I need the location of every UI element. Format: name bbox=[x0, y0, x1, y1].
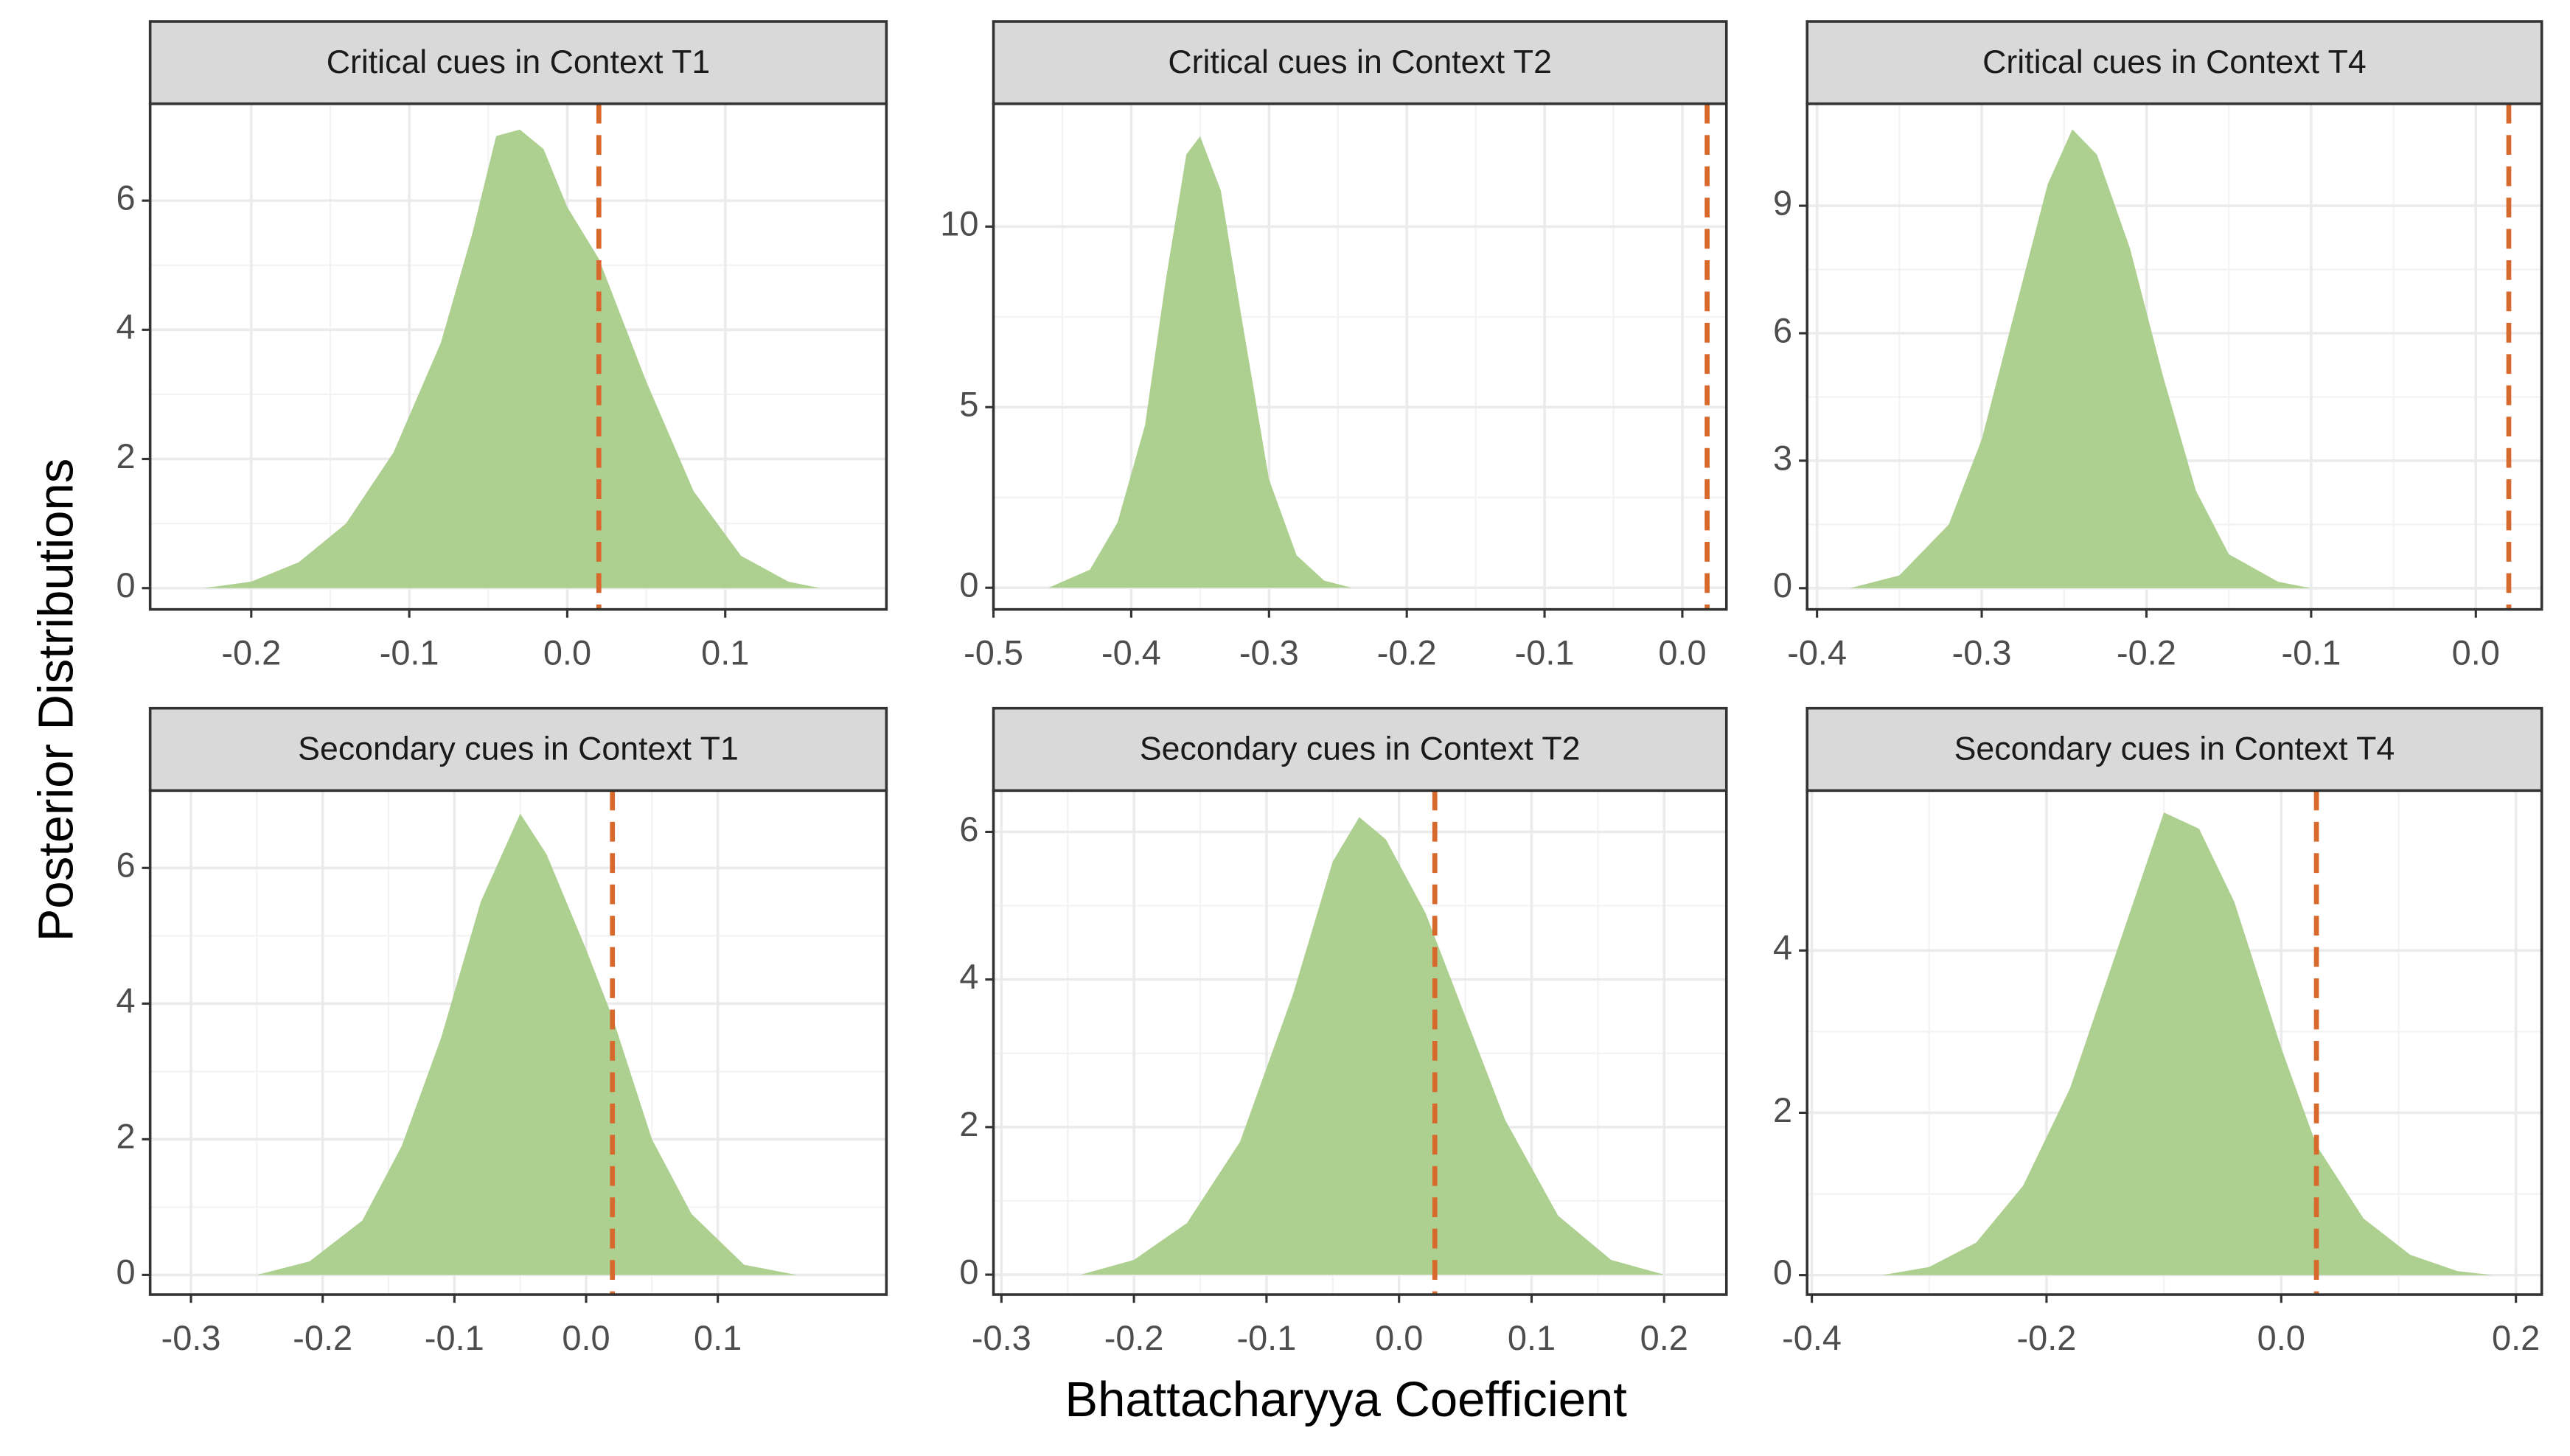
y-tick-label: 4 bbox=[116, 982, 135, 1020]
y-tick-label: 6 bbox=[116, 179, 135, 217]
y-tick-label: 2 bbox=[116, 1118, 135, 1156]
x-tick-label: -0.5 bbox=[964, 634, 1023, 672]
strip-title: Secondary cues in Context T4 bbox=[1954, 731, 2395, 767]
x-tick-label: -0.2 bbox=[1377, 634, 1437, 672]
density-area bbox=[257, 813, 797, 1275]
x-tick-label: -0.3 bbox=[161, 1319, 221, 1357]
x-tick-label: -0.3 bbox=[1952, 634, 2012, 672]
panel-border bbox=[148, 102, 888, 611]
y-tick-label: 0 bbox=[959, 1253, 978, 1291]
strip bbox=[148, 20, 888, 105]
density-area bbox=[203, 129, 821, 588]
y-tick-label: 3 bbox=[1773, 439, 1792, 477]
y-tick-label: 0 bbox=[959, 566, 978, 605]
y-tick-label: 0 bbox=[1773, 566, 1792, 605]
x-tick-label: -0.1 bbox=[425, 1319, 484, 1357]
x-tick-label: 0.2 bbox=[1640, 1319, 1688, 1357]
x-tick-label: -0.2 bbox=[293, 1319, 352, 1357]
x-tick-label: -0.3 bbox=[1239, 634, 1299, 672]
strip bbox=[148, 706, 888, 793]
y-tick-label: 4 bbox=[116, 308, 135, 346]
y-tick-label: 6 bbox=[1773, 311, 1792, 349]
x-tick-label: -0.1 bbox=[380, 634, 439, 672]
x-tick-label: 0.0 bbox=[1375, 1319, 1423, 1357]
y-tick-label: 10 bbox=[940, 205, 978, 243]
panel: -0.2 -0.1 0.0 0.1 0 2 4 6 bbox=[116, 102, 888, 672]
panel: -0.5 -0.4 -0.3 -0.2 -0.1 0.0 0 5 10 bbox=[940, 102, 1728, 672]
strip-title: Critical cues in Context T2 bbox=[1168, 44, 1552, 80]
strip bbox=[1805, 20, 2543, 105]
x-tick-label: -0.4 bbox=[1101, 634, 1161, 672]
strip bbox=[1805, 706, 2543, 793]
y-tick-label: 4 bbox=[1773, 929, 1792, 967]
y-tick-label: 2 bbox=[116, 437, 135, 476]
panel-border bbox=[148, 789, 888, 1296]
x-tick-label: -0.2 bbox=[1104, 1319, 1164, 1357]
strip-title: Secondary cues in Context T2 bbox=[1140, 731, 1581, 767]
panel-background bbox=[993, 103, 1727, 610]
strip-title: Critical cues in Context T1 bbox=[327, 44, 711, 80]
strip-title: Secondary cues in Context T1 bbox=[298, 731, 739, 767]
y-tick-label: 2 bbox=[1773, 1091, 1792, 1129]
x-tick-label: 0.0 bbox=[2257, 1319, 2305, 1357]
panel-border bbox=[992, 789, 1728, 1296]
y-tick-label: 0 bbox=[116, 1253, 135, 1292]
strip bbox=[992, 20, 1728, 105]
panel: -0.3 -0.2 -0.1 0.0 0.1 0.2 0 2 4 6 bbox=[959, 789, 1728, 1357]
x-tick-label: -0.1 bbox=[1515, 634, 1575, 672]
x-tick-label: -0.2 bbox=[2117, 634, 2176, 672]
x-tick-label: 0.1 bbox=[701, 634, 749, 672]
x-tick-label: -0.2 bbox=[2017, 1319, 2077, 1357]
x-tick-label: 0.2 bbox=[2492, 1319, 2540, 1357]
panel: -0.4 -0.2 0.0 0.2 0 2 4 bbox=[1773, 789, 2543, 1357]
x-tick-label: -0.3 bbox=[972, 1319, 1031, 1357]
x-tick-label: 0.1 bbox=[1508, 1319, 1556, 1357]
y-tick-label: 2 bbox=[959, 1105, 978, 1143]
x-tick-label: -0.4 bbox=[1787, 634, 1847, 672]
y-tick-label: 0 bbox=[1773, 1253, 1792, 1292]
x-tick-label: 0.0 bbox=[1658, 634, 1706, 672]
density-area bbox=[1850, 129, 2311, 588]
y-tick-label: 9 bbox=[1773, 184, 1792, 222]
panel: -0.4 -0.3 -0.2 -0.1 0.0 0 3 6 9 bbox=[1773, 102, 2543, 672]
x-tick-label: 0.0 bbox=[543, 634, 591, 672]
x-tick-label: -0.2 bbox=[221, 634, 281, 672]
x-tick-label: -0.1 bbox=[1236, 1319, 1296, 1357]
y-tick-label: 6 bbox=[116, 846, 135, 885]
y-tick-label: 4 bbox=[959, 958, 978, 996]
strip-title: Critical cues in Context T4 bbox=[1982, 44, 2367, 80]
y-tick-label: 6 bbox=[959, 810, 978, 849]
panel-border bbox=[992, 102, 1728, 611]
x-axis-title: Bhattacharyya Coefficient bbox=[1065, 1372, 1627, 1427]
panel-border bbox=[1805, 789, 2543, 1296]
y-tick-label: 0 bbox=[116, 566, 135, 605]
x-tick-label: 0.1 bbox=[694, 1319, 742, 1357]
x-tick-label: -0.4 bbox=[1782, 1319, 1842, 1357]
x-tick-label: 0.0 bbox=[2452, 634, 2500, 672]
panel-border bbox=[1805, 102, 2543, 611]
y-tick-label: 5 bbox=[959, 386, 978, 424]
density-area bbox=[1048, 136, 1352, 588]
x-tick-label: 0.0 bbox=[562, 1319, 610, 1357]
y-axis-title: Posterior Distributions bbox=[28, 459, 83, 941]
x-tick-label: -0.1 bbox=[2281, 634, 2341, 672]
density-area bbox=[1081, 817, 1665, 1275]
density-area bbox=[1882, 812, 2493, 1275]
panel: -0.3 -0.2 -0.1 0.0 0.1 0 2 4 6 bbox=[116, 789, 888, 1357]
